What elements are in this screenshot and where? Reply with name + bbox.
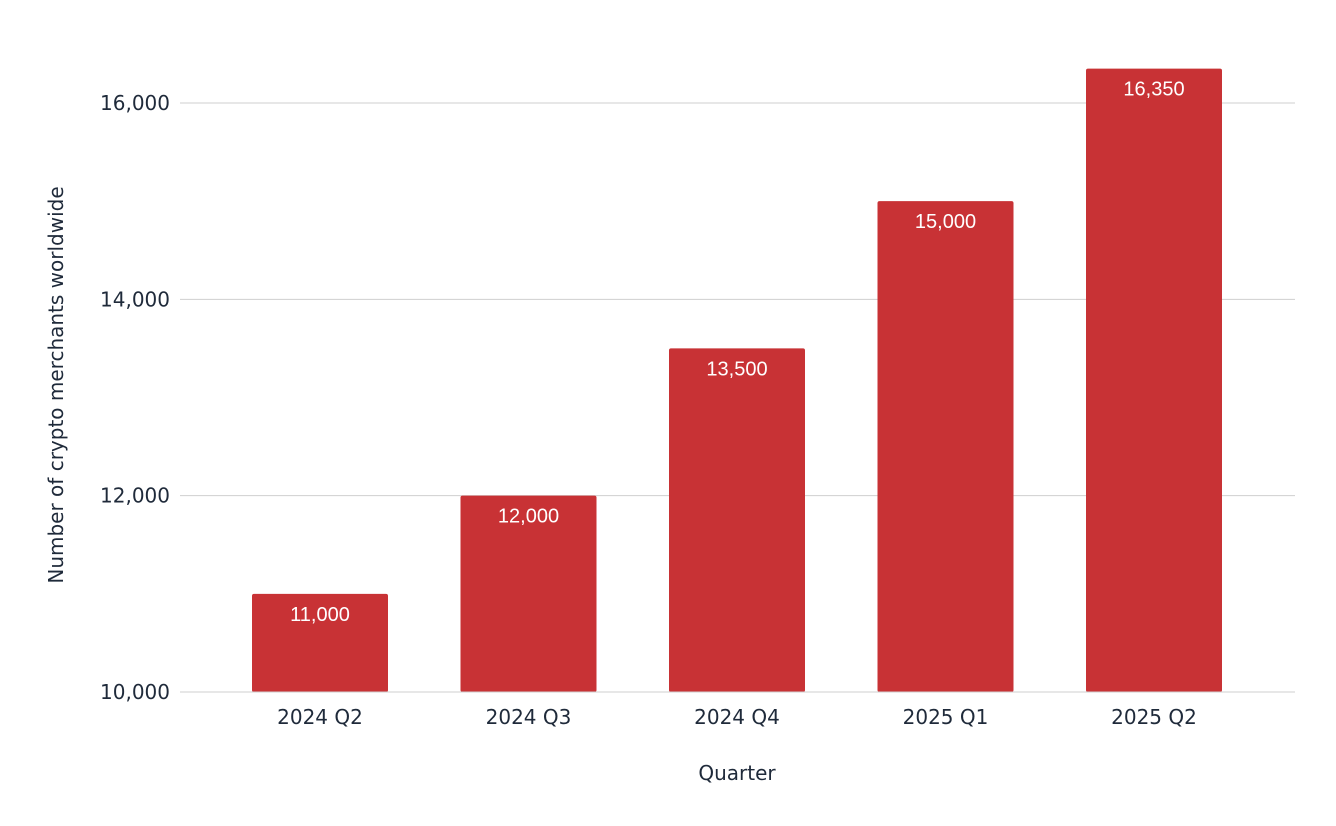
y-tick-label: 12,000 [100, 484, 170, 508]
bar-value-label: 15,000 [915, 211, 976, 233]
bar-value-label: 16,350 [1123, 79, 1184, 101]
x-axis-tick-labels: 2024 Q2 2024 Q3 2024 Q4 2025 Q1 2025 Q2 [277, 705, 1197, 729]
bar [460, 495, 597, 692]
y-tick-label: 16,000 [100, 91, 170, 115]
y-axis-tick-labels: 10,000 12,000 14,000 16,000 [100, 91, 170, 704]
y-axis-title: Number of crypto merchants worldwide [44, 186, 68, 583]
y-tick-label: 10,000 [100, 680, 170, 704]
x-axis-title: Quarter [698, 761, 776, 785]
x-tick-label: 2025 Q1 [903, 705, 989, 729]
x-tick-label: 2024 Q2 [277, 705, 363, 729]
bars [252, 68, 1222, 693]
x-tick-label: 2024 Q3 [486, 705, 572, 729]
x-tick-label: 2025 Q2 [1111, 705, 1197, 729]
bar-value-label: 13,500 [706, 358, 767, 380]
bar [669, 348, 805, 692]
data-labels: 11,000 12,000 13,500 15,000 16,350 [290, 79, 1184, 626]
y-tick-label: 14,000 [100, 287, 170, 311]
bar-value-label: 11,000 [290, 604, 350, 626]
bar-value-label: 12,000 [498, 506, 559, 528]
x-tick-label: 2024 Q4 [694, 705, 780, 729]
bar [877, 201, 1014, 692]
bar [1086, 68, 1222, 693]
bar [252, 593, 388, 692]
